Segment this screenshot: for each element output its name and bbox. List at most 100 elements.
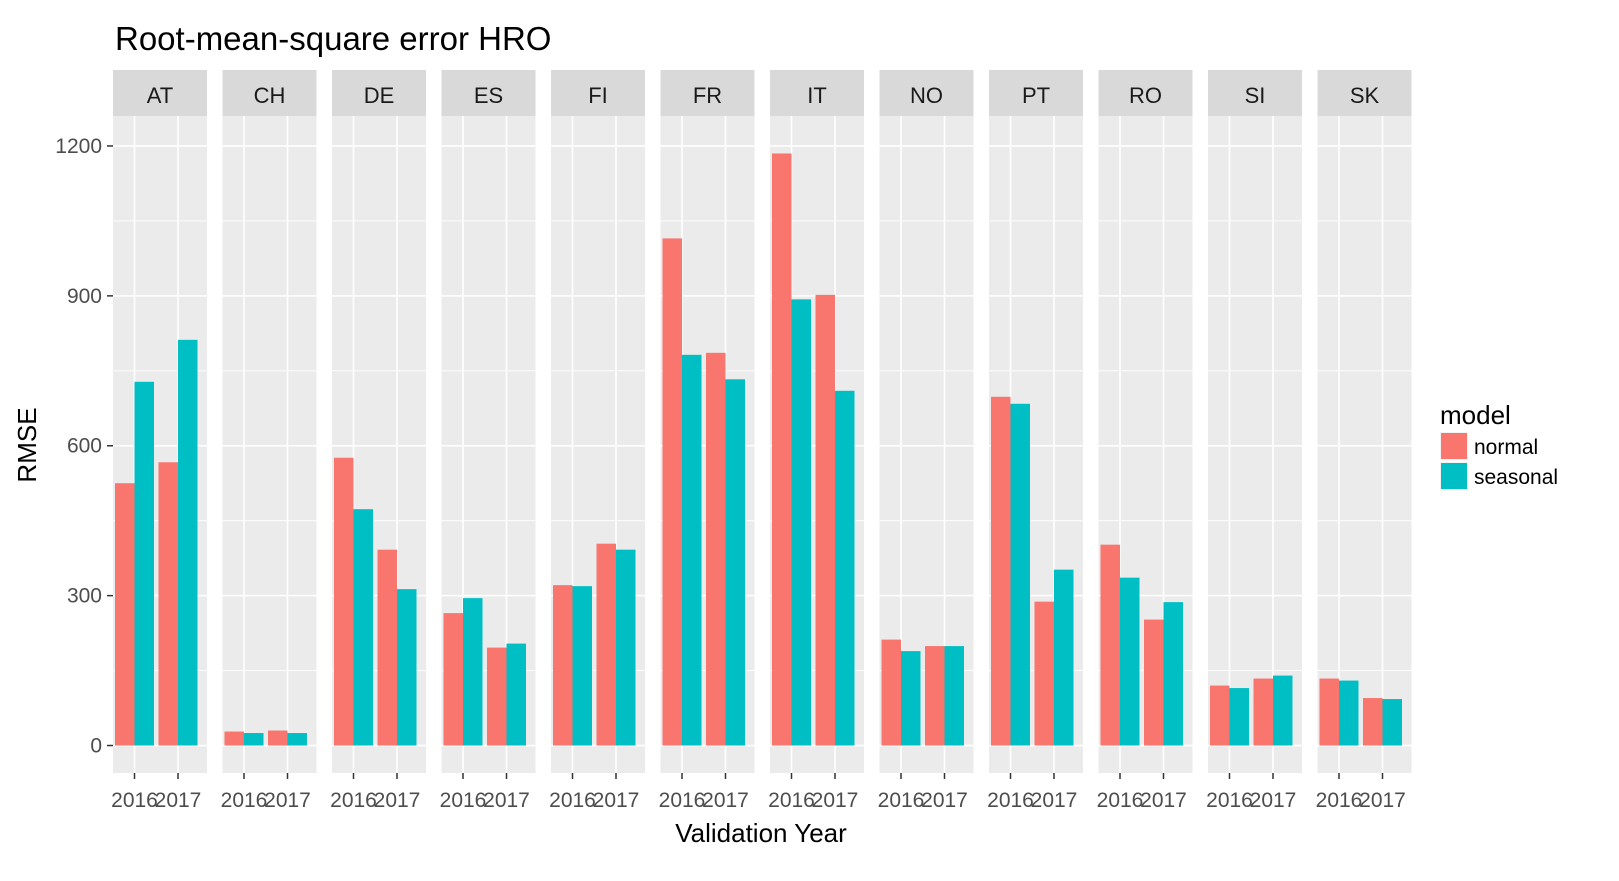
- bar-no-2016-seasonal: [901, 651, 921, 746]
- facet-strip: [660, 70, 755, 116]
- bar-fr-2017-normal: [706, 352, 726, 746]
- x-axis-label: Validation Year: [675, 818, 847, 848]
- bar-pt-2017-seasonal: [1054, 569, 1074, 746]
- y-tick-label: 600: [67, 435, 102, 458]
- y-tick-label: 0: [90, 735, 102, 758]
- bar-fr-2016-seasonal: [682, 354, 702, 746]
- bar-si-2016-normal: [1210, 685, 1230, 746]
- facet-strip: [1317, 70, 1412, 116]
- bar-si-2017-seasonal: [1273, 675, 1293, 746]
- x-tick-label: 2016: [330, 789, 377, 812]
- bar-fi-2017-normal: [596, 543, 616, 746]
- legend-key-normal: [1441, 433, 1467, 459]
- bar-ro-2016-seasonal: [1120, 577, 1140, 746]
- facet-label: SI: [1245, 83, 1266, 108]
- bar-it-2016-seasonal: [791, 299, 811, 746]
- bar-de-2016-normal: [334, 457, 354, 746]
- bar-fi-2016-normal: [553, 585, 573, 746]
- legend-key-seasonal: [1441, 463, 1467, 489]
- y-axis: 0 300 600 900 1200: [55, 135, 113, 758]
- facet-strip: [770, 70, 864, 116]
- bar-it-2017-seasonal: [835, 390, 855, 746]
- bar-es-2016-normal: [443, 613, 463, 746]
- y-axis-label: RMSE: [12, 407, 42, 482]
- facet-strip: [551, 70, 645, 116]
- bar-it-2017-normal: [815, 294, 835, 746]
- panel-background: [1208, 116, 1302, 773]
- bar-fi-2017-seasonal: [616, 549, 636, 746]
- facet-label: AT: [147, 83, 173, 108]
- bar-ch-2016-normal: [224, 731, 244, 746]
- x-tick-label: 2017: [483, 789, 530, 812]
- facet-label: FR: [693, 83, 722, 108]
- bar-ro-2016-normal: [1100, 544, 1120, 746]
- bar-sk-2016-normal: [1319, 678, 1339, 746]
- facet-strip: [441, 70, 536, 116]
- bar-ch-2017-seasonal: [287, 733, 307, 746]
- chart-title: Root-mean-square error HRO: [115, 20, 551, 57]
- bar-at-2016-seasonal: [134, 381, 154, 746]
- x-tick-label: 2017: [1250, 789, 1297, 812]
- bar-ro-2017-seasonal: [1163, 602, 1183, 746]
- x-tick-label: 2017: [155, 789, 202, 812]
- bar-no-2016-normal: [881, 639, 901, 746]
- facet-strip: [332, 70, 426, 116]
- bar-de-2017-seasonal: [397, 589, 417, 746]
- bar-no-2017-normal: [925, 646, 945, 746]
- facet-label: RO: [1129, 83, 1162, 108]
- facet-label: IT: [807, 83, 827, 108]
- panel-background: [222, 116, 317, 773]
- bar-ch-2017-normal: [268, 730, 288, 746]
- bar-pt-2016-normal: [991, 396, 1011, 746]
- bar-ro-2017-normal: [1144, 619, 1164, 746]
- x-tick-label: 2017: [702, 789, 749, 812]
- facet-strip: [222, 70, 317, 116]
- facet-strip: [113, 70, 207, 116]
- x-tick-label: 2016: [1097, 789, 1144, 812]
- facet-label: PT: [1022, 83, 1050, 108]
- bar-no-2017-seasonal: [944, 646, 964, 746]
- x-tick-label: 2017: [1359, 789, 1406, 812]
- legend-label-normal: normal: [1474, 436, 1538, 459]
- x-tick-label: 2017: [593, 789, 640, 812]
- bar-es-2016-seasonal: [463, 598, 483, 746]
- y-tick-label: 300: [67, 585, 102, 608]
- facet-strip: [1098, 70, 1193, 116]
- bar-de-2017-normal: [377, 549, 397, 746]
- x-tick-label: 2016: [1316, 789, 1363, 812]
- legend-label-seasonal: seasonal: [1474, 466, 1558, 489]
- x-tick-label: 2016: [1206, 789, 1253, 812]
- bar-de-2016-seasonal: [353, 509, 373, 746]
- bar-sk-2017-seasonal: [1382, 699, 1402, 746]
- x-tick-label: 2016: [878, 789, 925, 812]
- x-tick-label: 2017: [264, 789, 311, 812]
- bar-sk-2016-seasonal: [1339, 680, 1359, 746]
- bar-sk-2017-normal: [1363, 698, 1383, 746]
- x-tick-label: 2017: [1140, 789, 1187, 812]
- bar-es-2017-normal: [487, 647, 507, 746]
- bar-fr-2016-normal: [662, 238, 682, 746]
- facet-strip: [1208, 70, 1302, 116]
- facet-label: CH: [254, 83, 286, 108]
- panel-background: [1317, 116, 1412, 773]
- y-tick-label: 1200: [55, 135, 102, 158]
- facet-panels: AT20162017CH20162017DE20162017ES20162017…: [111, 70, 1412, 812]
- facet-label: NO: [910, 83, 943, 108]
- facet-label: DE: [364, 83, 395, 108]
- x-tick-label: 2016: [111, 789, 158, 812]
- bar-pt-2016-seasonal: [1010, 403, 1030, 746]
- x-tick-label: 2016: [659, 789, 706, 812]
- facet-strip: [989, 70, 1083, 116]
- bar-si-2016-seasonal: [1229, 688, 1249, 746]
- facet-label: ES: [474, 83, 503, 108]
